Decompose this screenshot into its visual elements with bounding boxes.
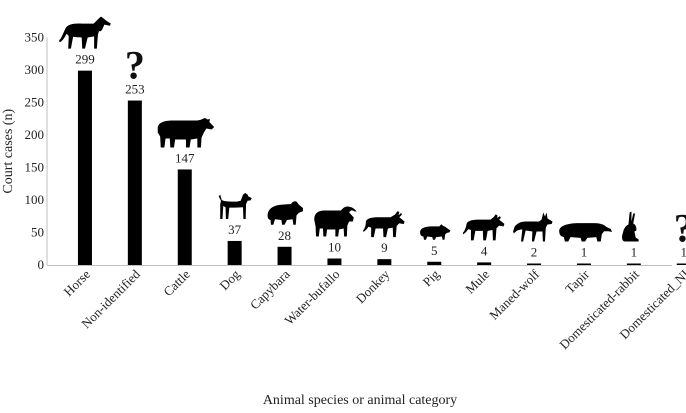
category-label: Tapir xyxy=(562,266,592,296)
question-mark-icon: ? xyxy=(674,206,686,251)
water-buffalo-icon xyxy=(314,206,357,237)
y-tick-label: 0 xyxy=(38,257,45,272)
tapir-icon xyxy=(559,223,612,242)
donkey-icon xyxy=(363,211,405,238)
y-tick-label: 350 xyxy=(25,30,45,45)
category-label: Capybara xyxy=(247,266,293,312)
data-label: 37 xyxy=(228,222,242,237)
bar-domesticated-rabbit xyxy=(626,263,641,265)
bar-horse xyxy=(77,70,92,266)
data-label: 1 xyxy=(631,245,638,260)
maned-wolf-icon xyxy=(513,212,553,242)
cattle-icon xyxy=(157,117,215,148)
bar-domesticated-ni xyxy=(676,263,686,265)
data-label: 299 xyxy=(75,52,95,67)
data-label: 10 xyxy=(328,240,341,255)
data-label: 28 xyxy=(278,228,291,243)
bar-non-identified xyxy=(127,100,142,265)
bar-dog xyxy=(227,240,242,265)
bar-capybara xyxy=(277,246,292,265)
bar-mule xyxy=(477,262,492,265)
y-tick-label: 100 xyxy=(25,192,45,207)
capybara-icon xyxy=(267,201,303,225)
y-tick-label: 50 xyxy=(31,225,44,240)
data-label: 4 xyxy=(481,243,488,258)
bar-maned-wolf xyxy=(527,263,542,265)
data-label: 253 xyxy=(125,82,145,97)
question-mark-icon: ? xyxy=(125,43,145,88)
data-label: 1 xyxy=(681,245,686,260)
bar-pig xyxy=(427,261,442,265)
y-tick-label: 200 xyxy=(25,127,45,142)
pig-icon xyxy=(420,224,451,240)
bar-cattle xyxy=(177,169,192,265)
mule-icon xyxy=(463,214,505,241)
y-tick-label: 300 xyxy=(25,62,45,77)
data-label: 147 xyxy=(175,150,195,165)
data-label: 2 xyxy=(531,245,538,260)
category-label: Maned-wolf xyxy=(486,266,543,323)
y-axis-title: Court cases (n) xyxy=(1,109,16,194)
category-label: Horse xyxy=(61,266,94,299)
category-label: Dog xyxy=(216,266,243,293)
data-label: 5 xyxy=(431,243,438,258)
category-label: Donkey xyxy=(353,266,393,306)
x-axis-title: Animal species or animal category xyxy=(263,393,457,408)
dog-icon xyxy=(218,192,252,219)
bar-donkey xyxy=(377,259,392,265)
data-label: 1 xyxy=(581,245,588,260)
bar-water-bufallo xyxy=(327,258,342,265)
category-label: Pig xyxy=(420,266,443,289)
y-tick-label: 250 xyxy=(25,95,45,110)
data-label: 9 xyxy=(381,240,388,255)
category-label: Cattle xyxy=(160,266,193,299)
rabbit-icon xyxy=(622,211,639,242)
y-tick-label: 150 xyxy=(25,160,45,175)
category-label: Mule xyxy=(462,266,492,296)
horse-icon xyxy=(59,16,111,49)
plot-area: 0 50 100 150 200 250 300 350 Court cases (n) Anim… xyxy=(1,16,686,408)
bar-tapir xyxy=(576,263,591,265)
